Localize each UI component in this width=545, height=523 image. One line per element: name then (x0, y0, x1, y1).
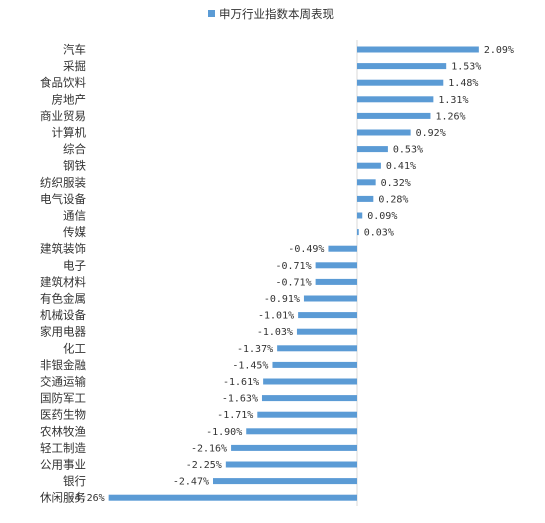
category-label: 综合 (63, 142, 86, 156)
bar (261, 395, 357, 402)
category-label: 食品饮料 (40, 76, 86, 90)
bar (357, 96, 434, 103)
value-label: -1.45% (232, 360, 268, 371)
bar (357, 229, 359, 236)
category-label: 电子 (63, 258, 86, 272)
bar (357, 195, 374, 202)
bar (296, 328, 357, 335)
category-label: 公用事业 (40, 458, 86, 472)
value-label: -1.90% (206, 427, 242, 438)
bar (357, 129, 411, 136)
category-label: 采掘 (63, 59, 86, 73)
value-label: -1.71% (217, 410, 253, 421)
value-label: 1.31% (438, 95, 468, 106)
value-label: -1.63% (222, 394, 258, 405)
bar (263, 378, 357, 385)
value-label: 0.53% (393, 145, 423, 156)
plot-area: 汽车 2.09% 采掘 1.53% 食品饮料 1.48% 房地产 1.31% 商业贸易 1.26%… (40, 40, 514, 506)
value-label: -2.25% (186, 460, 222, 471)
bar (357, 112, 431, 119)
category-label: 商业贸易 (40, 109, 86, 123)
value-label: -1.03% (257, 327, 293, 338)
bar (357, 162, 381, 169)
value-label: -2.16% (191, 443, 227, 454)
bar (298, 312, 357, 319)
value-label: -0.71% (275, 261, 311, 272)
bar (357, 212, 363, 219)
bar (272, 361, 357, 368)
value-label: -0.91% (264, 294, 300, 305)
value-label: 2.09% (484, 45, 514, 56)
category-label: 钢铁 (63, 159, 86, 173)
category-label: 电气设备 (40, 192, 86, 206)
bar (231, 444, 357, 451)
bar (108, 494, 357, 501)
category-label: 传媒 (63, 225, 86, 239)
bar (357, 63, 447, 70)
bar (212, 478, 357, 485)
bar (328, 245, 357, 252)
bar (225, 461, 357, 468)
value-label: -0.71% (275, 277, 311, 288)
value-label: -1.61% (223, 377, 259, 388)
category-label: 通信 (63, 209, 86, 223)
legend-label: 申万行业指数本周表现 (219, 7, 334, 21)
bar (303, 295, 357, 302)
legend: 申万行业指数本周表现 (208, 7, 334, 21)
value-label: 0.03% (364, 228, 394, 239)
value-label: 0.09% (367, 211, 397, 222)
value-label: -2.47% (173, 477, 209, 488)
bar (357, 146, 388, 153)
value-label: 0.92% (416, 128, 446, 139)
bar (246, 428, 357, 435)
bar (357, 179, 376, 186)
category-label: 建筑材料 (40, 275, 86, 289)
bar (357, 79, 444, 86)
bar (357, 46, 479, 53)
category-label: 房地产 (52, 92, 87, 106)
bar (277, 345, 357, 352)
value-label: -1.37% (237, 344, 273, 355)
bar (315, 278, 357, 285)
bar (315, 262, 357, 269)
category-label: 医药生物 (40, 408, 86, 422)
category-label: 轻工制造 (40, 441, 86, 455)
category-label: 汽车 (63, 43, 86, 57)
value-label: -0.49% (288, 244, 324, 255)
category-label: 有色金属 (40, 292, 86, 306)
value-label: 0.32% (381, 178, 411, 189)
category-label: 家用电器 (40, 325, 86, 339)
category-label: 纺织服装 (40, 175, 86, 189)
category-label: 建筑装饰 (40, 242, 86, 256)
value-label: 1.26% (435, 111, 465, 122)
category-label: 化工 (63, 341, 86, 355)
category-label: 计算机 (52, 126, 87, 140)
category-label: 国防军工 (40, 391, 86, 405)
category-label: 机械设备 (40, 308, 86, 322)
value-label: 1.48% (448, 78, 478, 89)
value-label: 0.28% (378, 194, 408, 205)
category-label: 交通运输 (40, 375, 86, 389)
category-label: 银行 (63, 474, 86, 488)
value-label: 1.53% (451, 62, 481, 73)
category-label: 非银金融 (40, 358, 86, 372)
bar (257, 411, 357, 418)
legend-swatch (208, 10, 215, 17)
value-label: 0.41% (386, 161, 416, 172)
value-label: -1.01% (258, 311, 294, 322)
category-label: 休闲服务 (40, 491, 86, 505)
value-label: -4.26% (69, 493, 105, 504)
category-label: 农林牧渔 (40, 424, 86, 438)
